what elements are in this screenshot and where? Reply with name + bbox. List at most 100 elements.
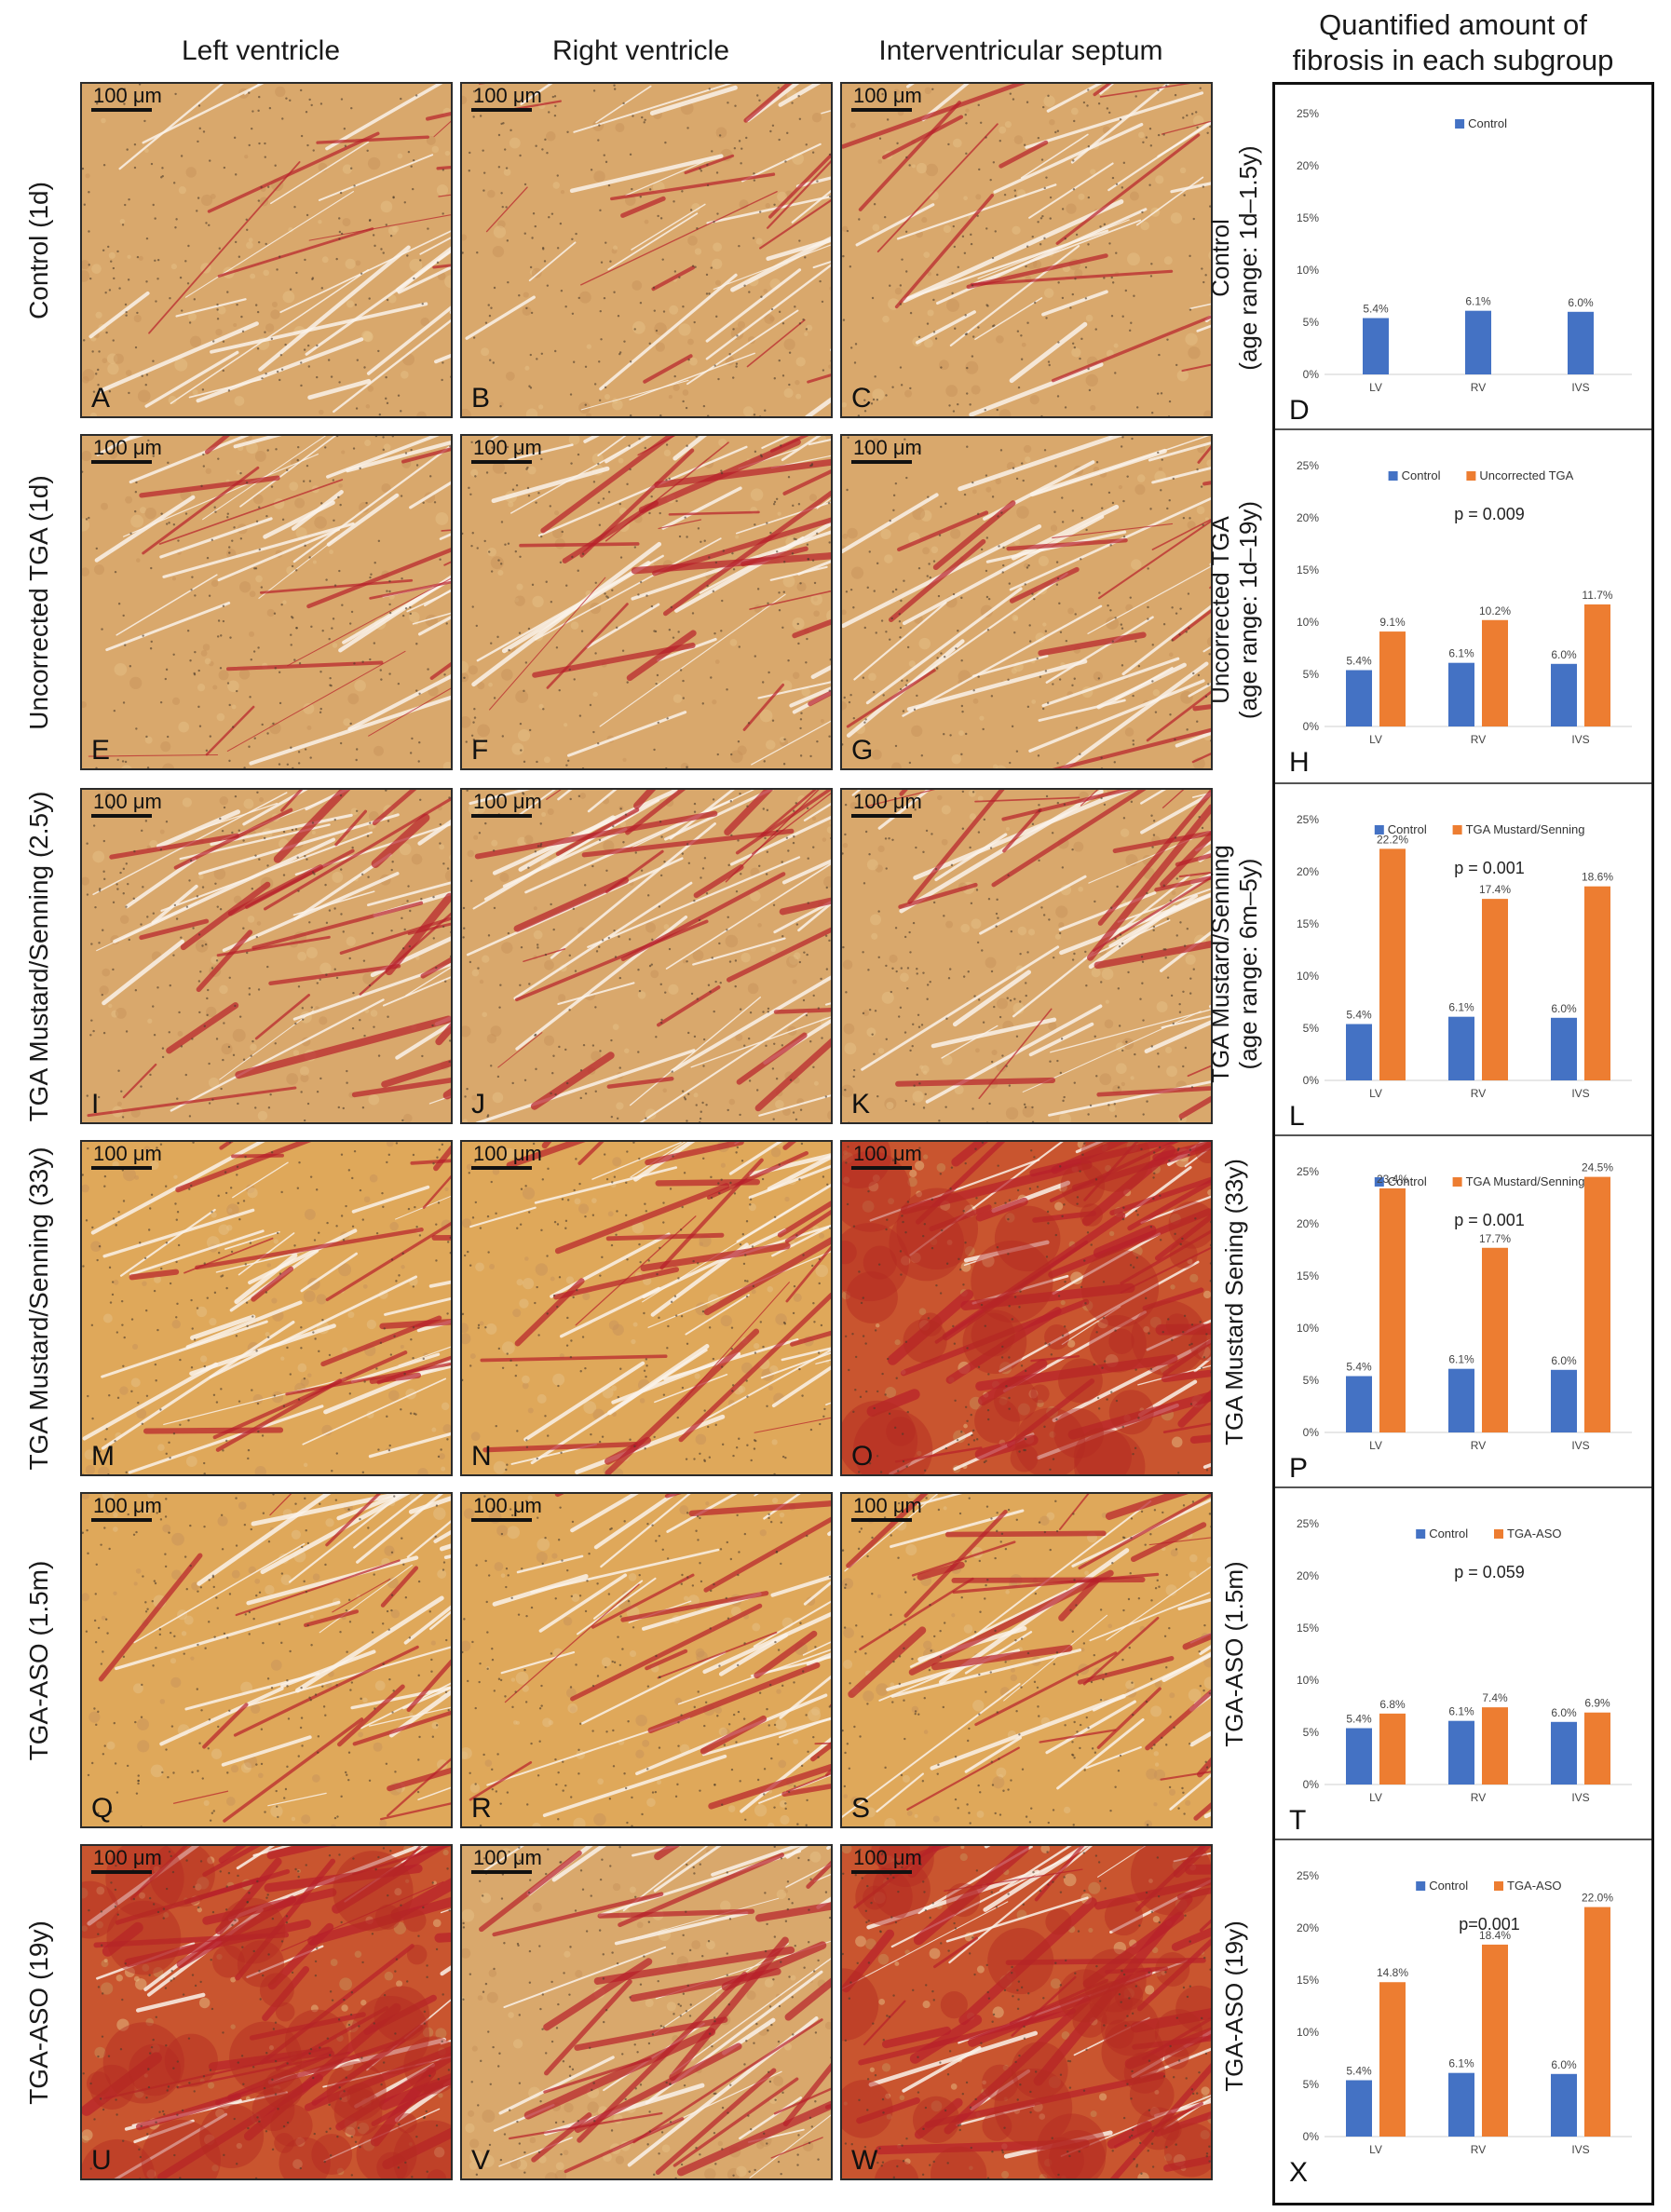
panel-letter: T <box>1289 1805 1306 1836</box>
bar-value-label: 6.1% <box>1448 2057 1474 2070</box>
bar <box>1448 2072 1474 2137</box>
micrograph-panel: 100 μm M <box>80 1140 453 1476</box>
micrograph-image <box>82 790 451 1122</box>
chart-column-frame <box>1272 82 1654 2205</box>
bar-value-label: 6.9% <box>1584 1697 1610 1710</box>
chart-row-label-line: Control <box>1206 219 1234 297</box>
chart-row-label: TGA-ASO (19y) <box>1220 1848 1248 2165</box>
bar-chart: 0% 5% 10% 15% 20% 25% Control TGA-ASO p = 0.059 5… <box>1289 1517 1632 1836</box>
column-header-right-ventricle: Right ventricle <box>551 35 730 66</box>
micrograph-image <box>842 1494 1211 1826</box>
bar <box>1363 318 1389 374</box>
legend-swatch <box>1494 1529 1503 1539</box>
panel-letter: V <box>471 2145 491 2176</box>
p-value-label: p = 0.009 <box>1454 505 1525 523</box>
p-value-label: p = 0.059 <box>1454 1563 1525 1581</box>
panel-letter: C <box>851 383 872 414</box>
bar <box>1568 311 1594 374</box>
legend-swatch <box>1455 119 1465 129</box>
scale-bar-label: 100 μm <box>853 84 922 107</box>
y-tick-label: 25% <box>1297 459 1319 472</box>
bar <box>1346 1728 1372 1785</box>
bar-value-label: 6.0% <box>1568 296 1594 309</box>
bar <box>1448 1368 1474 1432</box>
bar-value-label: 6.0% <box>1551 648 1577 661</box>
legend-swatch <box>1416 1529 1426 1539</box>
y-tick-label: 10% <box>1297 1674 1319 1687</box>
bar-value-label: 23.4% <box>1377 1173 1408 1186</box>
chart-separator <box>1275 428 1651 430</box>
legend-label: Control <box>1388 1174 1427 1188</box>
bar <box>1551 2073 1577 2137</box>
micrograph-panel: 100 μm K <box>840 788 1213 1124</box>
scale-bar <box>471 814 532 818</box>
y-tick-label: 20% <box>1297 865 1319 878</box>
bar-value-label: 5.4% <box>1346 1361 1372 1374</box>
bar-value-label: 6.0% <box>1551 2058 1577 2071</box>
panel-letter: G <box>851 735 874 766</box>
p-value-label: p = 0.001 <box>1454 859 1525 877</box>
panel-letter: E <box>91 735 111 766</box>
y-tick-label: 20% <box>1297 159 1319 172</box>
chart-separator <box>1275 1486 1651 1488</box>
bar-value-label: 22.0% <box>1582 1892 1613 1905</box>
scale-bar <box>91 1518 152 1522</box>
chart-row-label-line: TGA-ASO (19y) <box>1220 1920 1248 2092</box>
scale-bar-label: 100 μm <box>853 1142 922 1165</box>
legend-swatch <box>1374 825 1384 835</box>
bar <box>1379 631 1406 726</box>
scale-bar <box>91 108 152 112</box>
bar <box>1379 848 1406 1080</box>
bar-value-label: 6.1% <box>1448 1001 1474 1014</box>
scale-bar-label: 100 μm <box>853 1494 922 1517</box>
panel-letter: D <box>1289 395 1310 426</box>
bar-value-label: 18.6% <box>1582 871 1613 884</box>
scale-bar <box>851 1518 912 1522</box>
bar-value-label: 17.4% <box>1479 883 1511 896</box>
chart-row-label-line: Uncorrected TGA <box>1206 516 1234 704</box>
y-tick-label: 5% <box>1303 1374 1320 1387</box>
chart-row-label-line: (age range: 6m–5y) <box>1234 858 1262 1070</box>
micrograph-panel: 100 μm U <box>80 1844 453 2180</box>
micrograph-panel: 100 μm B <box>460 82 833 418</box>
chart-row-label: TGA Mustard/Senning (age range: 6m–5y) <box>1206 806 1262 1122</box>
legend-swatch <box>1452 825 1462 835</box>
bar-value-label: 5.4% <box>1346 1713 1372 1726</box>
y-tick-label: 10% <box>1297 616 1319 629</box>
scale-bar <box>471 108 532 112</box>
bar <box>1482 619 1508 726</box>
panel-letter: M <box>91 1441 115 1472</box>
micrograph-panel: 100 μm E <box>80 434 453 770</box>
scale-bar-label: 100 μm <box>473 1494 542 1517</box>
panel-letter: F <box>471 735 489 766</box>
y-tick-label: 0% <box>1303 2130 1320 2143</box>
bar-value-label: 24.5% <box>1582 1161 1613 1174</box>
y-tick-label: 10% <box>1297 1322 1319 1335</box>
scale-bar <box>91 1870 152 1874</box>
micrograph-image <box>462 790 831 1122</box>
column-header-interventricular-septum: Interventricular septum <box>878 35 1163 66</box>
y-tick-label: 25% <box>1297 1869 1319 1882</box>
y-tick-label: 15% <box>1297 1974 1319 1987</box>
scale-bar-label: 100 μm <box>473 1142 542 1165</box>
scale-bar-label: 100 μm <box>93 84 162 107</box>
micrograph-image <box>462 1846 831 2178</box>
panel-letter: R <box>471 1793 492 1824</box>
bar <box>1482 1707 1508 1785</box>
bar <box>1551 663 1577 726</box>
scale-bar-label: 100 μm <box>853 1846 922 1869</box>
scale-bar-label: 100 μm <box>93 1142 162 1165</box>
micrograph-image <box>462 1494 831 1826</box>
micrograph-image <box>82 436 451 768</box>
y-tick-label: 20% <box>1297 1569 1319 1582</box>
y-tick-label: 10% <box>1297 970 1319 983</box>
y-tick-label: 20% <box>1297 511 1319 524</box>
bar-chart: 0% 5% 10% 15% 20% 25% Control Uncorrected TGA p … <box>1289 459 1632 778</box>
x-tick-label: IVS <box>1571 1087 1589 1100</box>
legend-label: Control <box>1468 116 1507 130</box>
micrograph-image <box>462 436 831 768</box>
bar <box>1346 1376 1372 1432</box>
legend-swatch <box>1494 1881 1503 1891</box>
bar <box>1379 1713 1406 1785</box>
bar <box>1482 1247 1508 1432</box>
